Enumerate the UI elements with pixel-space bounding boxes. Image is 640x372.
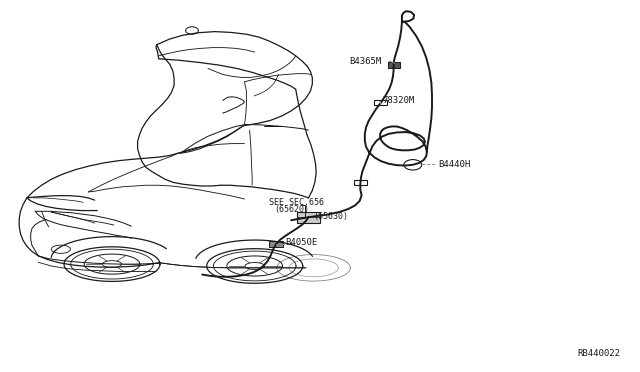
- Text: SEE SEC.656: SEE SEC.656: [269, 198, 324, 207]
- Text: (65630): (65630): [314, 212, 349, 221]
- Text: B4050E: B4050E: [285, 238, 317, 247]
- Bar: [269, 241, 283, 247]
- Text: RB440022: RB440022: [578, 349, 621, 358]
- Text: 78320M: 78320M: [382, 96, 414, 105]
- Bar: [354, 180, 367, 185]
- Bar: [297, 212, 320, 223]
- Bar: [374, 100, 387, 105]
- Bar: [388, 62, 400, 68]
- Text: B4365M: B4365M: [349, 57, 381, 65]
- Text: (65620): (65620): [274, 205, 309, 214]
- Text: B4440H: B4440H: [438, 160, 470, 169]
